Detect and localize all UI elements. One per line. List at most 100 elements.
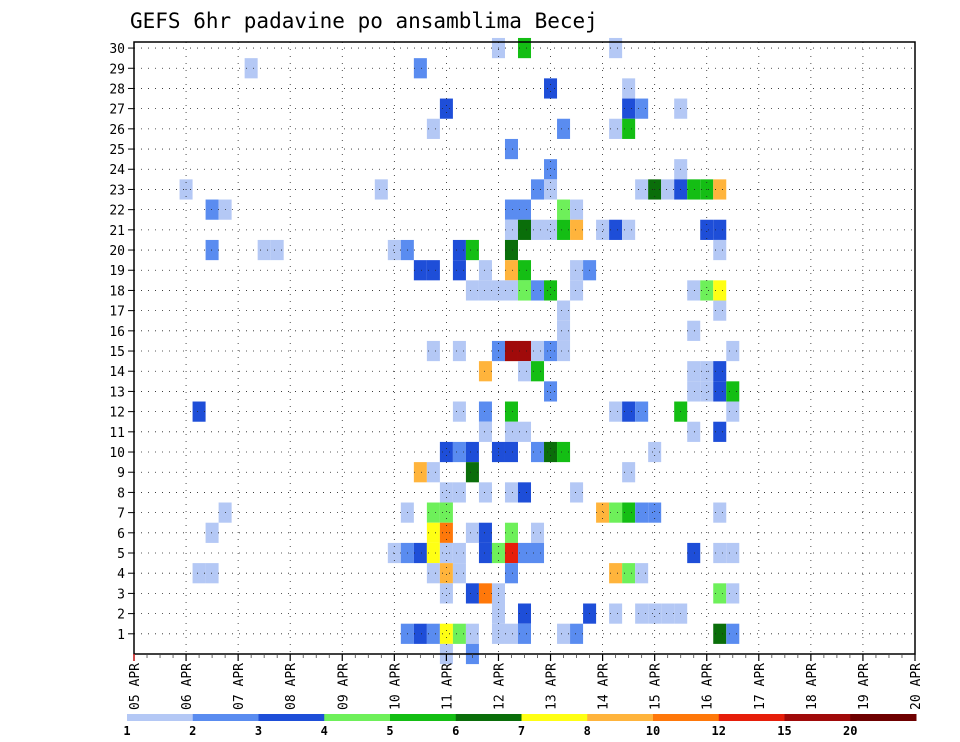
x-tick-label: 16 APR [701,663,716,710]
heatmap-cell [517,219,532,240]
heatmap-cell [426,563,440,584]
heatmap-cell [726,381,740,402]
heatmap-cell [687,320,701,341]
heatmap-cell [622,563,636,584]
heatmap-cell [531,441,545,463]
x-tick-label: 19 APR [857,663,872,710]
colorbar-swatch [521,714,588,721]
heatmap-cell [557,199,571,220]
heatmap-cell [465,623,479,644]
heatmap-cell [557,320,571,341]
x-tick-label: 05 APR [128,663,143,710]
heatmap-cell [531,280,545,301]
heatmap-cell [452,623,466,644]
heatmap-cell [648,502,662,523]
heatmap-cell [504,219,518,240]
x-tick-label: 08 APR [284,663,299,710]
heatmap-cell [713,583,727,604]
heatmap-cell [557,340,571,362]
heatmap-cell [661,603,675,624]
y-tick-label: 11 [109,426,125,441]
heatmap-cell [635,401,649,422]
heatmap-cell [504,280,518,301]
heatmap-cell [452,482,466,503]
heatmap-cell [648,441,662,463]
heatmap-cell [570,623,584,644]
heatmap-cell [557,300,571,321]
x-tick-label: 12 APR [493,663,508,710]
y-tick-label: 7 [117,507,125,522]
heatmap-cell [244,58,258,79]
y-tick-label: 20 [109,244,125,259]
heatmap-cell [570,199,584,220]
heatmap-cell [700,219,714,240]
heatmap-cell [531,542,545,564]
heatmap-cell [557,118,571,139]
heatmap-cell [544,78,558,99]
heatmap-cell [609,563,623,584]
y-tick-label: 19 [109,264,125,279]
y-tick-label: 17 [109,305,125,320]
y-tick-label: 13 [109,385,125,400]
colorbar-label: 6 [452,724,459,738]
heatmap-cell [517,37,532,59]
heatmap-cell [544,340,558,362]
colorbar-label: 20 [843,724,857,738]
y-tick-label: 22 [109,204,125,219]
colorbar-label: 7 [518,724,525,738]
heatmap-cell [635,603,649,624]
heatmap-cell [622,78,636,99]
heatmap-cell [517,603,532,624]
heatmap-cell [413,623,427,644]
heatmap-cell [713,361,727,382]
heatmap-cell [622,502,636,523]
heatmap-cell [517,421,532,442]
heatmap-cell [609,37,623,59]
y-tick-label: 21 [109,224,125,239]
heatmap-cell [557,441,571,463]
heatmap-cell [439,502,453,523]
heatmap-cell [544,441,558,463]
colorbar-swatch [784,714,851,721]
y-tick-label: 28 [109,82,125,97]
y-tick-label: 27 [109,103,125,118]
heatmap-cell [609,603,623,624]
heatmap-cell [713,542,727,564]
heatmap-cell [426,118,440,139]
heatmap-cell [439,98,453,119]
heatmap-cell [205,239,219,261]
heatmap-cell [517,482,532,503]
colorbar-label: 2 [189,724,196,738]
x-tick-label: 07 APR [232,663,247,710]
heatmap-cell [270,239,284,261]
heatmap-cell [648,603,662,624]
heatmap-cell [426,502,440,523]
heatmap-cell [452,340,466,362]
colorbar-swatch [455,714,522,721]
y-tick-label: 30 [109,42,125,57]
heatmap-cell [635,502,649,523]
heatmap-cell [205,199,219,220]
colorbar-label: 8 [584,724,591,738]
chart-title: GEFS 6hr padavine po ansamblima Becej [130,9,598,33]
heatmap-cell [387,239,401,261]
heatmap-cell [726,542,740,564]
heatmap-cell [687,542,701,564]
heatmap-cell [557,219,571,240]
heatmap-cell [517,623,532,644]
heatmap-cell [504,260,518,281]
y-axis: 1234567891011121314151617181920212223242… [109,42,134,643]
heatmap-cell [726,401,740,422]
heatmap-cell [426,522,440,543]
colorbar-swatch [127,714,194,721]
heatmap-cell [504,138,518,160]
y-tick-label: 29 [109,62,125,77]
heatmap-cell [713,421,727,442]
y-tick-label: 14 [109,365,125,380]
colorbar-swatch [653,714,720,721]
heatmap-cell [517,199,532,220]
y-tick-label: 10 [109,446,125,461]
x-tick-label: 17 APR [753,663,768,710]
heatmap-cell [570,280,584,301]
heatmap-cell [531,522,545,543]
